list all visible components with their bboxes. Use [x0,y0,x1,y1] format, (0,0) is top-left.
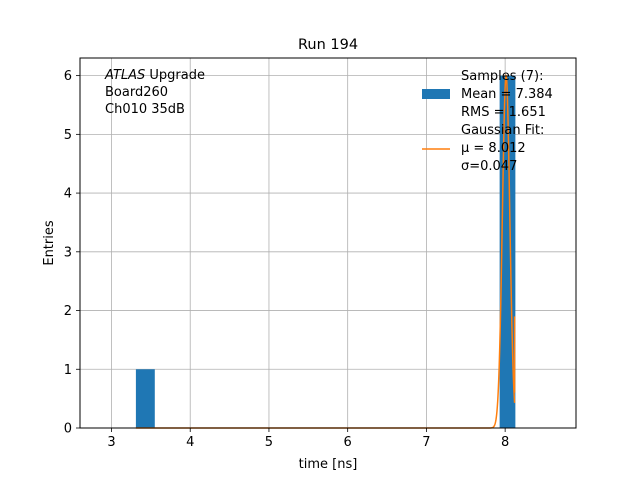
legend-entry-line: Gaussian Fit: [461,123,544,138]
legend: Samples (7): Mean = 7.384 RMS = 1.651 Gau… [422,69,553,174]
plot-frame [79,57,577,429]
axis-ticks: 3 4 5 6 7 8 0 1 2 3 4 5 6 [64,69,510,450]
x-axis-label: time [ns] [299,457,358,472]
x-tick-label: 5 [265,435,273,450]
annotation-italic: ATLAS [104,68,145,83]
annotation-text: Upgrade [145,68,205,83]
legend-histogram-swatch [422,89,450,99]
legend-entry-line: σ=0.047 [461,159,517,174]
y-axis-label: Entries [42,220,57,266]
x-tick-label: 8 [501,435,509,450]
y-tick-label: 0 [64,422,72,437]
annotation-text: Ch010 35dB [105,102,185,117]
annotation-text: Board260 [105,85,168,100]
x-tick-label: 4 [186,435,194,450]
legend-entry-line: Mean = 7.384 [461,87,553,102]
x-tick-label: 6 [344,435,352,450]
chart-title: Run 194 [298,37,358,53]
x-tick-label: 7 [422,435,430,450]
histogram-bar [135,369,155,428]
y-tick-label: 1 [64,363,72,378]
y-tick-label: 4 [64,187,72,202]
x-tick-label: 3 [107,435,115,450]
legend-entry-line: Samples (7): [461,69,543,84]
annotation-line: Board260 [105,85,168,100]
y-tick-label: 3 [64,245,72,260]
y-tick-label: 5 [64,128,72,143]
annotation-line: ATLAS Upgrade [104,68,205,83]
y-tick-label: 6 [64,69,72,84]
legend-entry-line: RMS = 1.651 [461,105,546,120]
y-tick-label: 2 [64,304,72,319]
atlas-annotation: ATLAS Upgrade Board260 Ch010 35dB [104,68,205,117]
legend-entry-line: μ = 8.012 [461,141,526,156]
annotation-line: Ch010 35dB [105,102,185,117]
